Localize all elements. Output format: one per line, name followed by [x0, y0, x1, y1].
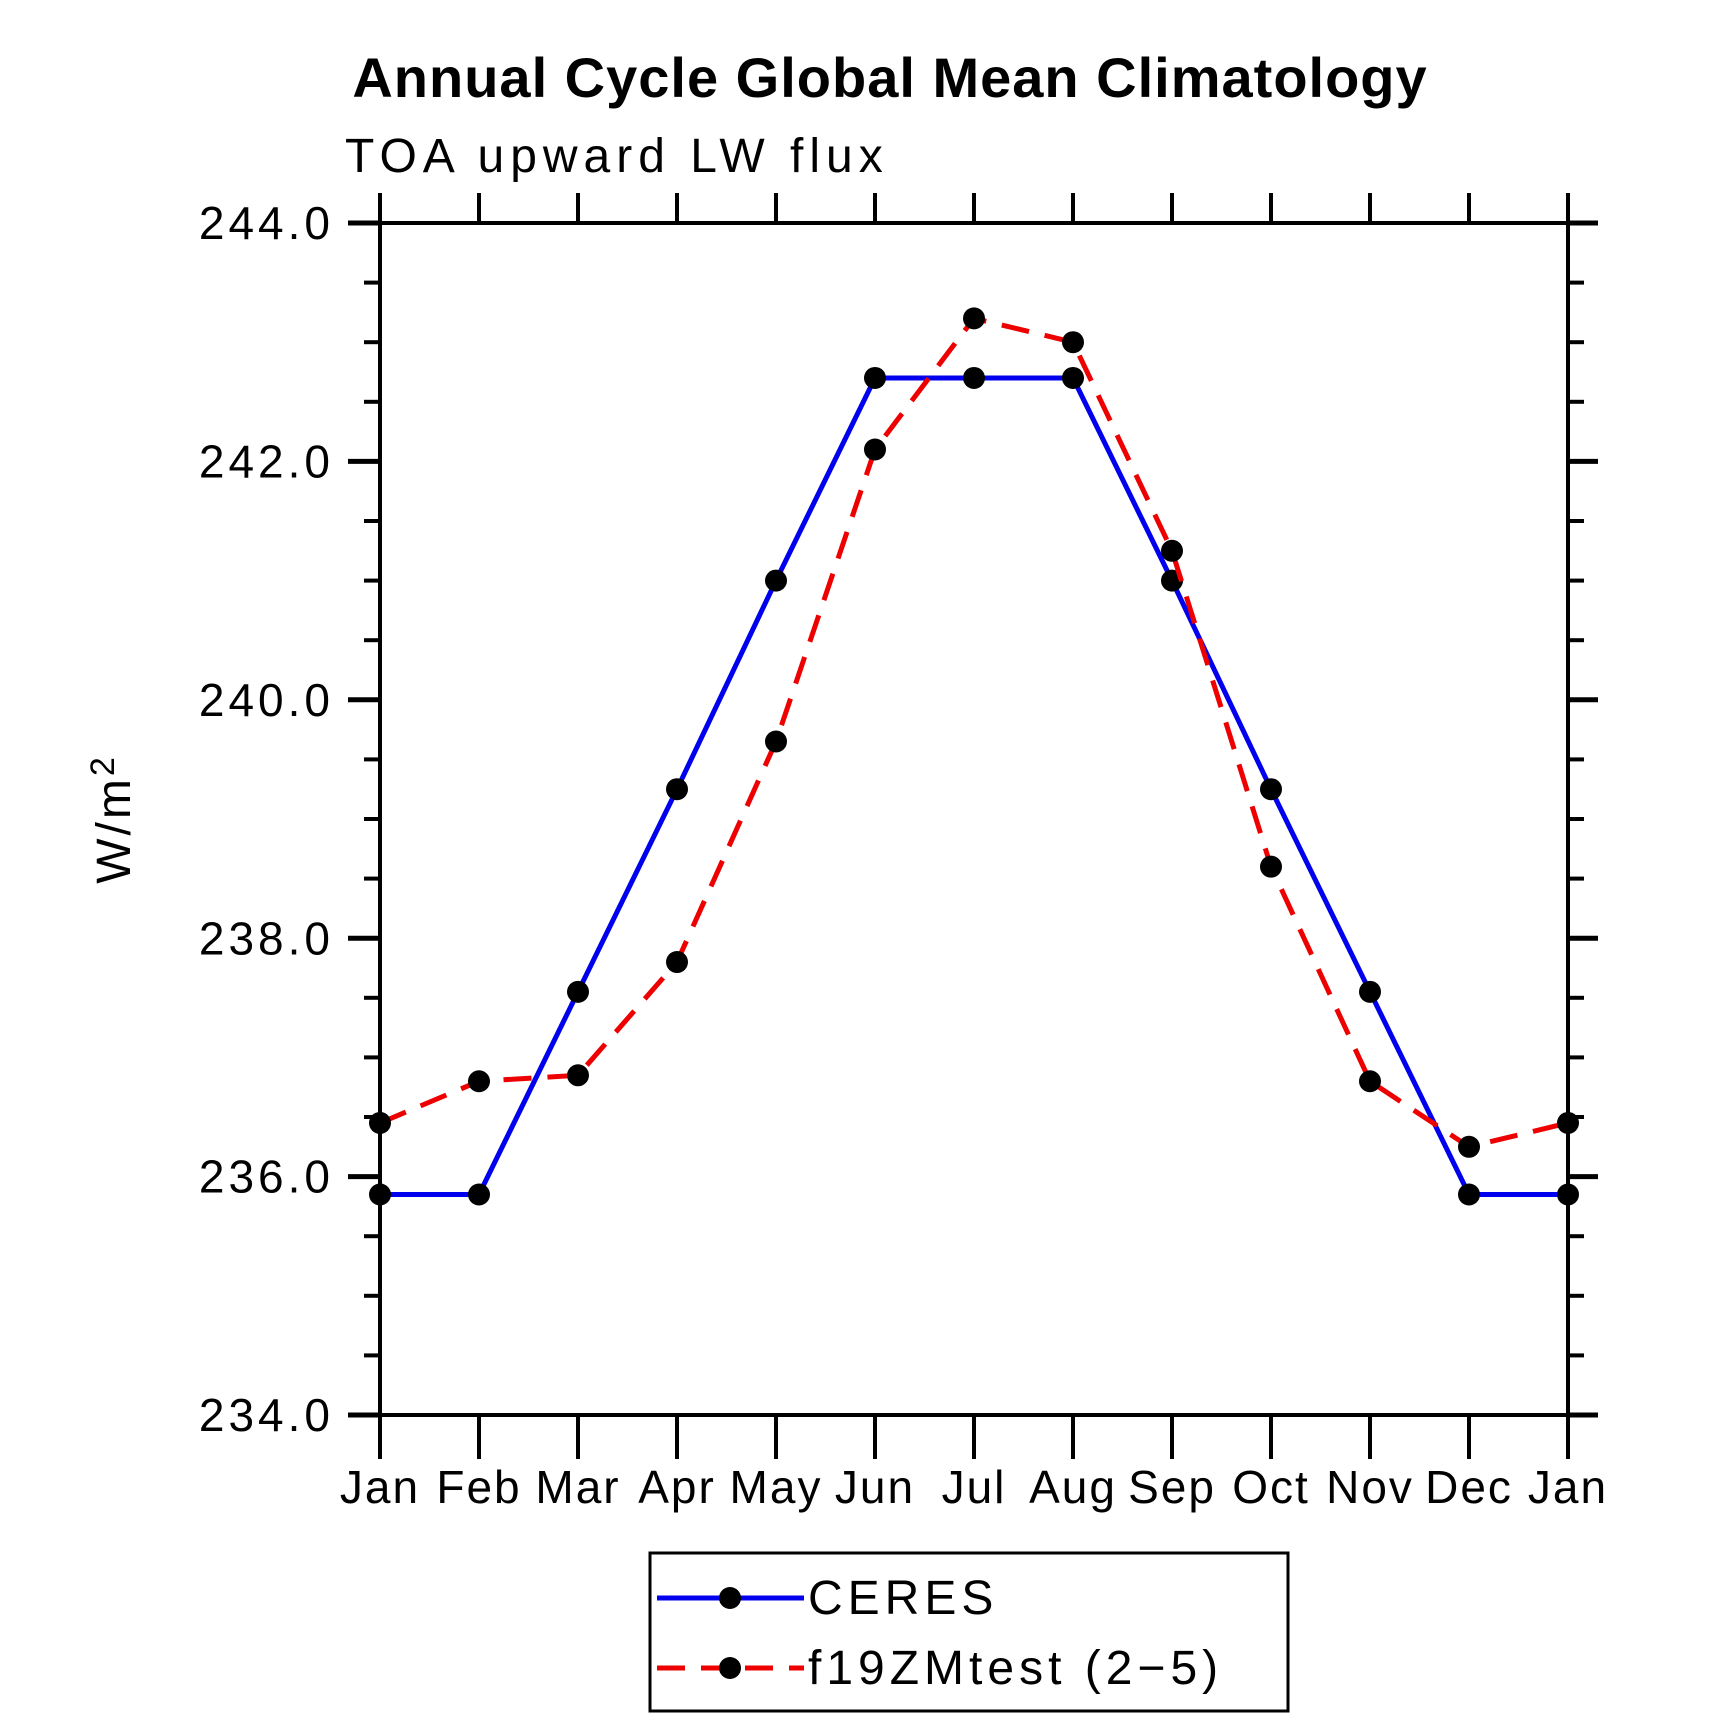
data-point-ceres	[1458, 1183, 1480, 1206]
data-point-ceres	[666, 778, 688, 801]
data-point-f19zmtest	[963, 307, 985, 330]
y-tick-label: 238.0	[199, 912, 334, 964]
legend-label-ceres: CERES	[808, 1572, 998, 1625]
series-ceres-line	[380, 375, 1568, 1197]
x-tick-label: Feb	[436, 1461, 521, 1513]
y-tick-label: 244.0	[199, 197, 334, 249]
axes	[348, 193, 1598, 1459]
legend-label-f19zmtest: f19ZMtest (2−5)	[808, 1642, 1223, 1695]
data-point-f19zmtest	[864, 438, 886, 461]
data-point-f19zmtest	[666, 951, 688, 974]
legend-box	[648, 1551, 1290, 1713]
data-point-f19zmtest	[468, 1070, 490, 1093]
data-point-f19zmtest	[1458, 1135, 1480, 1158]
data-point-f19zmtest	[1359, 1070, 1381, 1093]
data-point-ceres	[1062, 366, 1084, 389]
x-tick-label: Aug	[1029, 1461, 1117, 1513]
series-f19zmtest	[369, 307, 1579, 1158]
data-point-ceres	[963, 366, 985, 389]
data-point-ceres	[567, 980, 589, 1003]
x-tick-label: Nov	[1326, 1461, 1414, 1513]
legend: CERES f19ZMtest (2−5)	[648, 1551, 1290, 1713]
data-point-ceres	[1359, 980, 1381, 1003]
y-axis-title: W/m2	[84, 754, 141, 884]
data-point-f19zmtest	[1062, 331, 1084, 354]
x-tick-label: Dec	[1425, 1461, 1513, 1513]
series-f19zmtest-line	[379, 315, 1569, 1150]
data-point-f19zmtest	[1161, 539, 1183, 562]
x-tick-label: Jul	[942, 1461, 1007, 1513]
y-tick-label: 242.0	[199, 436, 334, 488]
series-ceres	[369, 366, 1579, 1206]
x-tick-label: Apr	[638, 1461, 716, 1513]
data-point-ceres	[468, 1183, 490, 1206]
data-point-ceres	[1557, 1183, 1579, 1206]
data-point-ceres	[765, 569, 787, 592]
y-tick-label: 236.0	[199, 1151, 334, 1203]
data-point-f19zmtest	[1260, 855, 1282, 878]
x-tick-label: Oct	[1232, 1461, 1310, 1513]
data-point-ceres	[864, 366, 886, 389]
legend-marker-ceres	[719, 1587, 741, 1609]
x-tick-label: Mar	[535, 1461, 620, 1513]
data-point-f19zmtest	[1557, 1111, 1579, 1134]
data-point-ceres	[1260, 778, 1282, 801]
x-tick-label: May	[730, 1461, 823, 1513]
y-tick-label: 234.0	[199, 1389, 334, 1441]
chart-title: Annual Cycle Global Mean Climatology	[352, 46, 1427, 109]
y-tick-label: 240.0	[199, 674, 334, 726]
legend-marker-f19zmtest	[719, 1657, 741, 1679]
data-point-f19zmtest	[567, 1064, 589, 1087]
chart-subtitle: TOA upward LW flux	[345, 130, 889, 183]
data-point-f19zmtest	[765, 730, 787, 753]
data-point-ceres	[369, 1183, 391, 1206]
x-tick-label: Sep	[1128, 1461, 1216, 1513]
x-tick-label: Jun	[835, 1461, 915, 1513]
x-tick-label: Jan	[340, 1461, 420, 1513]
plot-frame	[378, 221, 1570, 1417]
data-point-f19zmtest	[369, 1111, 391, 1134]
x-tick-label: Jan	[1528, 1461, 1608, 1513]
